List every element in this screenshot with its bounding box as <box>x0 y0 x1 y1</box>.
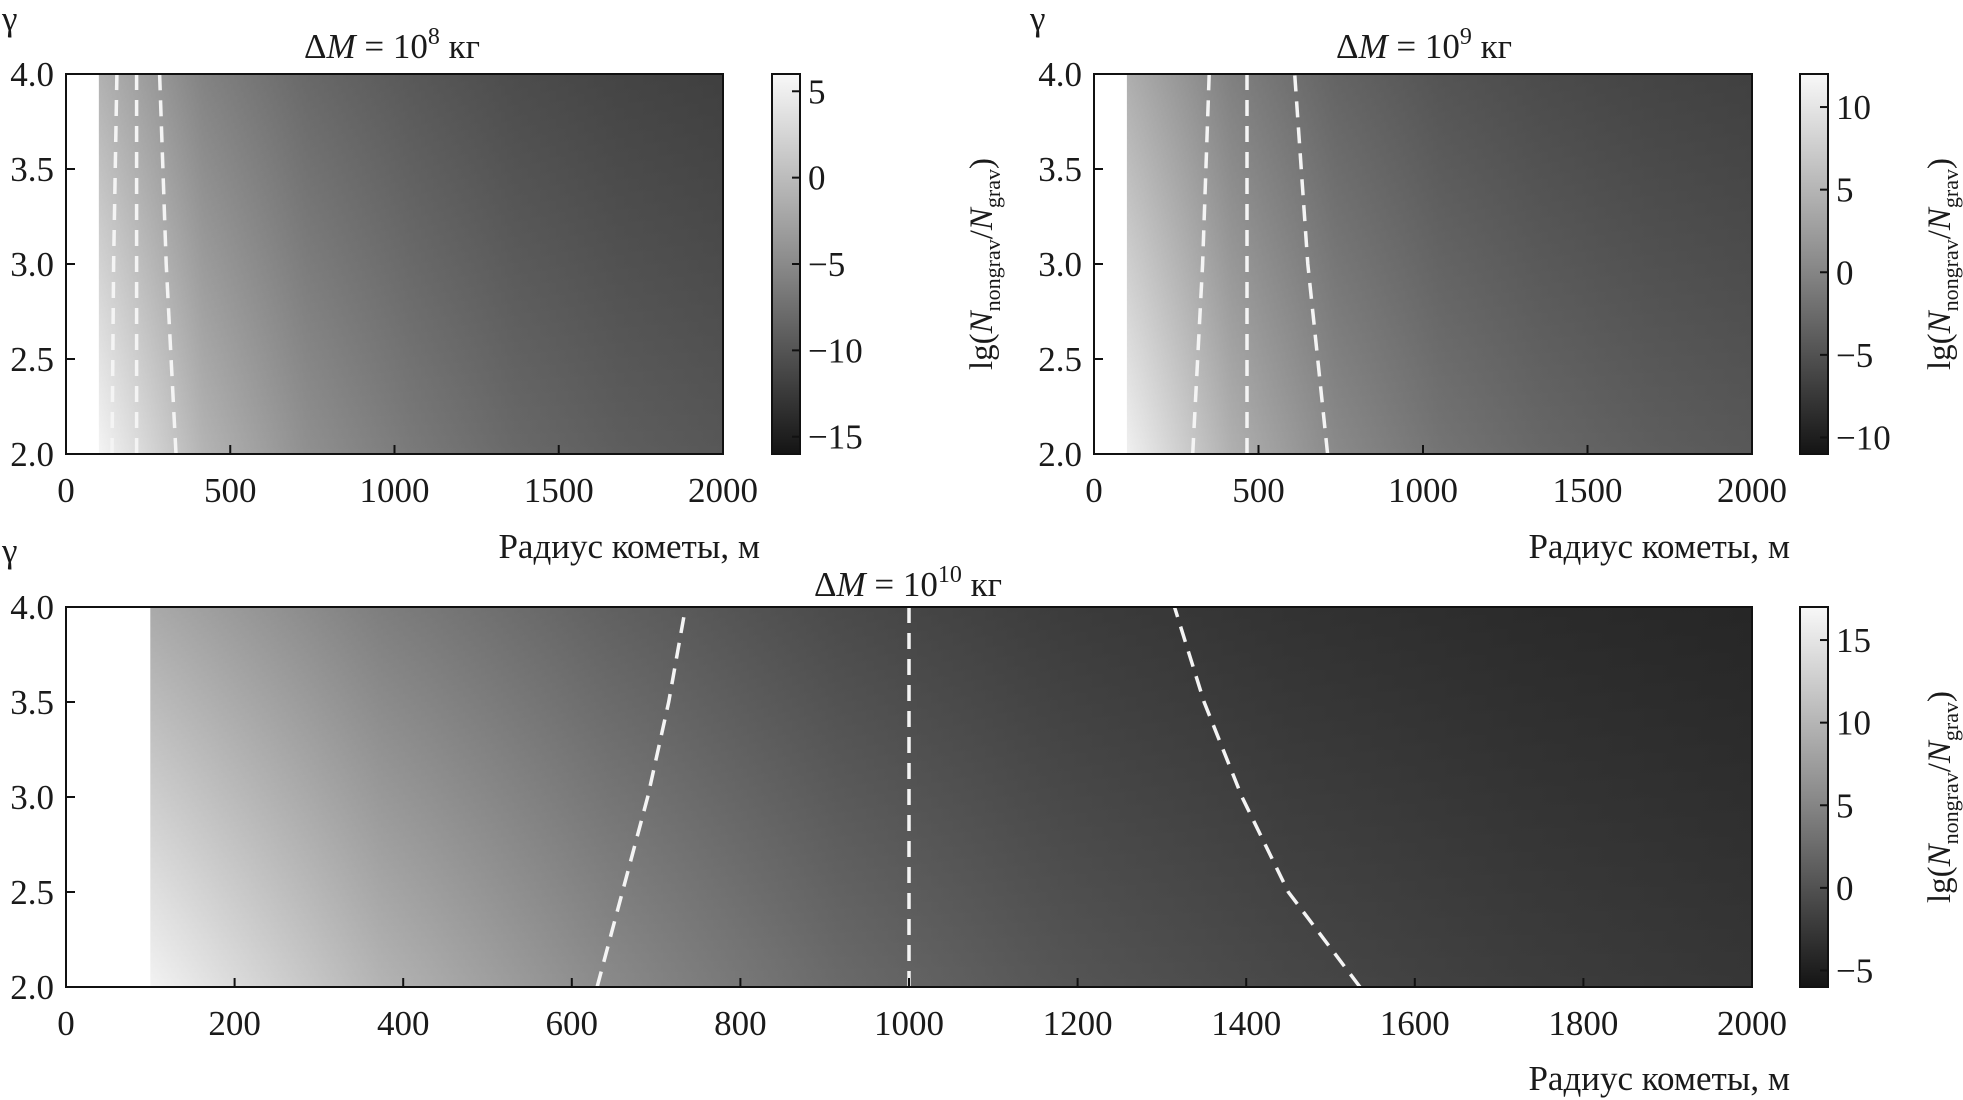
colorbar-tick-label: −15 <box>808 418 863 457</box>
colorbar-tick-label: −5 <box>808 245 845 284</box>
contour-right <box>157 73 178 455</box>
colorbar-label: lg(Nnongrav/Ngrav) <box>1922 158 1963 370</box>
x-ticks: 0 500 1000 1500 2000 <box>1085 445 1787 510</box>
x-tick-label: 0 <box>57 471 75 510</box>
contour-lines <box>595 606 1362 989</box>
x-ticks: 0 500 1000 1500 2000 <box>57 445 758 510</box>
colorbar-label: lg(Nnongrav/Ngrav) <box>1922 691 1963 903</box>
colorbar-tick-label: 10 <box>1836 704 1871 743</box>
contour-right <box>1172 606 1362 989</box>
y-ticks: 2.0 2.5 3.0 3.5 4.0 <box>1038 55 1103 474</box>
x-tick-label: 500 <box>204 471 257 510</box>
x-tick-label: 2000 <box>1717 471 1787 510</box>
x-tick-label: 1500 <box>1553 471 1623 510</box>
chart-title: ΔM = 108 кг <box>304 24 480 66</box>
colorbar-tick-label: 5 <box>1836 171 1854 210</box>
y-tick-label: 2.0 <box>10 435 54 474</box>
colorbar-ticks: 5 0 −5 −10 −15 <box>792 72 863 457</box>
x-tick-label: 2000 <box>1717 1004 1787 1043</box>
y-tick-label: 2.0 <box>1038 435 1082 474</box>
y-tick-label: 3.0 <box>10 778 54 817</box>
x-tick-label: 0 <box>57 1004 75 1043</box>
contour-left <box>1190 73 1211 455</box>
chart-title: ΔM = 1010 кг <box>814 562 1002 604</box>
contour-lines <box>1190 73 1330 455</box>
colorbar-ticks: 15 10 5 0 −5 <box>1820 621 1873 990</box>
contour-left <box>110 73 119 455</box>
colorbar-tick-label: 10 <box>1836 88 1871 127</box>
y-tick-label: 4.0 <box>10 55 54 94</box>
x-tick-label: 1000 <box>360 471 430 510</box>
x-tick-label: 800 <box>714 1004 767 1043</box>
y-tick-label: 3.5 <box>10 683 54 722</box>
y-tick-label: 2.5 <box>10 873 54 912</box>
x-tick-label: 1600 <box>1380 1004 1450 1043</box>
y-ticks: 2.0 2.5 3.0 3.5 4.0 <box>10 55 75 474</box>
x-tick-label: 1200 <box>1043 1004 1113 1043</box>
chart-panel-3: 0 200 400 600 800 1000 1200 1400 1600 1800 2000 2.… <box>1 531 1963 1098</box>
y-tick-label: 2.0 <box>10 968 54 1007</box>
colorbar-tick-label: −5 <box>1836 951 1873 990</box>
x-tick-label: 1500 <box>524 471 594 510</box>
colorbar-tick-label: 0 <box>808 159 826 198</box>
heatmap-shading <box>98 74 724 454</box>
chart-title: ΔM = 109 кг <box>1336 24 1512 66</box>
heatmap-shading <box>1126 74 1752 454</box>
colorbar-tick-label: 0 <box>1836 869 1854 908</box>
x-tick-label: 1000 <box>874 1004 944 1043</box>
y-tick-label: 3.0 <box>1038 245 1082 284</box>
x-tick-label: 1800 <box>1548 1004 1618 1043</box>
colorbar-ticks: 10 5 0 −5 −10 <box>1820 88 1891 457</box>
y-ticks: 2.0 2.5 3.0 3.5 4.0 <box>10 588 75 1007</box>
heatmap-shading <box>150 607 1752 987</box>
colorbar-tick-label: −10 <box>1836 418 1891 457</box>
x-tick-label: 0 <box>1085 471 1103 510</box>
y-tick-label: 2.5 <box>10 340 54 379</box>
x-ticks: 0 200 400 600 800 1000 1200 1400 1600 1800 2000 <box>57 978 1787 1043</box>
x-axis-label: Радиус кометы, м <box>1528 1059 1790 1098</box>
chart-panel-2: 0 500 1000 1500 2000 2.0 2.5 3.0 3.5 4.0 ΔM = 10… <box>964 0 1963 566</box>
y-tick-label: 3.5 <box>10 150 54 189</box>
colorbar-tick-label: 5 <box>808 72 826 111</box>
y-tick-label: 3.0 <box>10 245 54 284</box>
y-tick-label: 4.0 <box>1038 55 1082 94</box>
chart-panel-1: 0 500 1000 1500 2000 2.0 2.5 3.0 3.5 4.0 ΔM = 10… <box>1 0 863 566</box>
x-tick-label: 400 <box>377 1004 430 1043</box>
y-tick-label: 3.5 <box>1038 150 1082 189</box>
x-tick-label: 200 <box>208 1004 261 1043</box>
contour-left <box>595 606 688 988</box>
x-tick-label: 600 <box>546 1004 599 1043</box>
y-axis-label: γ <box>1 531 17 570</box>
colorbar <box>1799 606 1829 988</box>
colorbar-tick-label: −5 <box>1836 336 1873 375</box>
colorbar-label: lg(Nnongrav/Ngrav) <box>964 158 1005 370</box>
colorbar-tick-label: 0 <box>1836 253 1854 292</box>
y-tick-label: 2.5 <box>1038 340 1082 379</box>
colorbar <box>1799 73 1829 455</box>
x-tick-label: 1000 <box>1388 471 1458 510</box>
x-tick-label: 1400 <box>1211 1004 1281 1043</box>
contour-lines <box>110 73 178 455</box>
x-axis-label: Радиус кометы, м <box>1528 527 1790 566</box>
y-tick-label: 4.0 <box>10 588 54 627</box>
colorbar-tick-label: 15 <box>1836 621 1871 660</box>
x-tick-label: 2000 <box>688 471 758 510</box>
y-axis-label: γ <box>1029 0 1045 38</box>
x-axis-label: Радиус кометы, м <box>498 527 760 566</box>
x-tick-label: 500 <box>1232 471 1285 510</box>
contour-right <box>1292 73 1330 455</box>
y-axis-label: γ <box>1 0 17 38</box>
colorbar-tick-label: 5 <box>1836 786 1854 825</box>
colorbar-tick-label: −10 <box>808 331 863 370</box>
